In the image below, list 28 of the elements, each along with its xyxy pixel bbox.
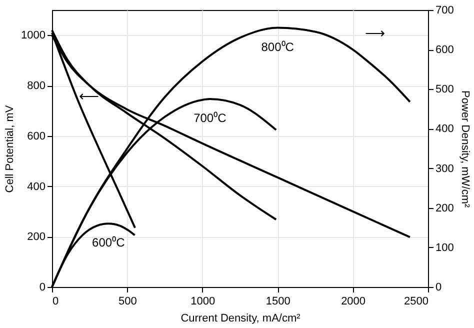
y2-tick-label: 200 xyxy=(436,202,454,214)
x-tick-label: 500 xyxy=(118,296,137,308)
y-tick-label: 400 xyxy=(27,180,46,193)
y-tick-label: 200 xyxy=(27,231,46,244)
series-label: 700⁰C xyxy=(194,111,227,126)
y2-tick-label: 0 xyxy=(436,282,442,294)
x-axis-title: Current Density, mA/cm² xyxy=(180,312,301,324)
x-tick-label: 2000 xyxy=(341,296,366,308)
annotation: ⟵ xyxy=(79,88,99,104)
y2-tick-label: 100 xyxy=(436,242,454,254)
y-tick-label: 600 xyxy=(27,130,46,142)
x-tick-label: 2500 xyxy=(404,296,428,308)
y-tick-label: 0 xyxy=(39,282,46,294)
y2-tick-label: 600 xyxy=(436,44,454,56)
series-label: 800⁰C xyxy=(261,40,294,54)
series-label: 600⁰C xyxy=(92,236,126,250)
y2-tick-label: 700 xyxy=(436,4,454,16)
y2-tick-label: 300 xyxy=(436,162,454,175)
y-tick-label: 1000 xyxy=(21,30,46,42)
y2-tick-label: 500 xyxy=(436,84,454,96)
x-tick-label: 1500 xyxy=(266,296,290,308)
y-axis-title: Cell Potential, mV xyxy=(4,104,16,193)
y-tick-label: 800 xyxy=(27,80,46,92)
annotation: ⟶ xyxy=(365,25,385,41)
y2-tick-label: 400 xyxy=(436,123,454,136)
x-tick-label: 1000 xyxy=(190,296,216,308)
x-tick-label: 0 xyxy=(52,296,59,308)
y2-axis-title: Power Density, mW/cm² xyxy=(458,90,471,208)
